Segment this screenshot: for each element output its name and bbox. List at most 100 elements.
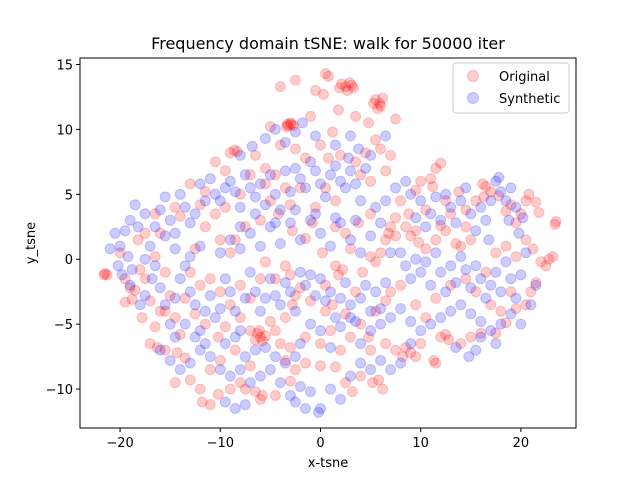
data-point-synthetic-110: [335, 292, 346, 304]
data-point-synthetic-48: [345, 165, 356, 177]
data-point-synthetic-15: [179, 201, 191, 213]
data-point-synthetic-12: [164, 214, 176, 226]
data-point-original-130: [465, 234, 477, 246]
data-point-synthetic-230: [415, 325, 427, 337]
data-point-synthetic-66: [109, 227, 121, 239]
data-point-synthetic-163: [490, 266, 502, 278]
data-point-synthetic-37: [289, 162, 301, 174]
data-point-original-121: [505, 199, 517, 211]
data-point-synthetic-136: [375, 217, 387, 229]
data-point-original-72: [254, 393, 266, 405]
x-tick-label: −20: [106, 436, 133, 451]
data-point-synthetic-246: [234, 221, 246, 233]
data-point-original-231: [345, 331, 356, 343]
data-point-synthetic-98: [274, 299, 286, 311]
data-point-original-284: [527, 243, 539, 255]
data-point-synthetic-51: [360, 162, 372, 174]
data-point-synthetic-154: [445, 260, 457, 272]
data-point-original-15: [334, 82, 345, 94]
data-point-original-248: [264, 195, 276, 207]
data-point-original-166: [365, 175, 377, 187]
data-point-synthetic-54: [310, 130, 321, 142]
data-point-synthetic-134: [355, 247, 367, 259]
data-point-original-254: [184, 178, 196, 190]
data-point-original-181: [239, 221, 251, 233]
data-point-synthetic-238: [495, 318, 507, 330]
data-point-synthetic-157: [460, 264, 472, 276]
data-point-synthetic-248: [269, 217, 281, 229]
data-point-synthetic-196: [517, 212, 529, 224]
data-point-synthetic-185: [465, 208, 477, 220]
data-point-synthetic-216: [229, 403, 241, 414]
data-point-original-119: [515, 208, 527, 220]
data-point-original-214: [212, 331, 224, 343]
data-point-synthetic-199: [164, 355, 176, 366]
data-point-synthetic-44: [325, 169, 336, 181]
data-point-original-235: [380, 295, 392, 307]
data-point-synthetic-20: [204, 173, 216, 185]
data-point-synthetic-187: [475, 201, 487, 213]
data-point-synthetic-106: [315, 273, 326, 285]
data-point-synthetic-203: [204, 351, 216, 363]
data-point-original-142: [385, 221, 397, 233]
data-point-synthetic-122: [234, 243, 246, 255]
data-point-original-176: [284, 199, 296, 211]
data-point-synthetic-253: [370, 201, 382, 213]
data-point-original-56: [144, 338, 156, 350]
data-point-original-282: [510, 251, 522, 263]
data-point-original-99: [443, 334, 455, 346]
data-point-original-32: [350, 110, 362, 122]
data-point-original-138: [410, 225, 422, 237]
data-point-synthetic-160: [475, 273, 487, 285]
data-point-original-76: [279, 355, 291, 366]
data-point-original-192: [224, 299, 236, 311]
data-point-synthetic-173: [503, 214, 515, 226]
data-point-original-24: [320, 68, 331, 80]
data-point-original-52: [119, 296, 131, 308]
data-point-original-37: [253, 325, 265, 337]
data-point-synthetic-151: [430, 247, 442, 259]
series-synthetic: [104, 117, 542, 418]
data-point-synthetic-227: [385, 364, 397, 376]
data-point-original-144: [375, 247, 387, 259]
data-point-synthetic-149: [420, 256, 432, 268]
data-point-original-228: [315, 338, 326, 350]
data-point-original-239: [345, 243, 356, 255]
legend-marker-synthetic: [467, 92, 479, 104]
data-point-original-220: [169, 312, 181, 324]
data-point-original-278: [470, 286, 482, 298]
data-point-original-16: [370, 94, 382, 105]
data-point-synthetic-202: [194, 344, 206, 356]
data-point-original-147: [425, 173, 437, 185]
legend-marker-original: [467, 70, 479, 82]
data-point-original-95: [430, 357, 442, 369]
data-point-original-277: [460, 273, 472, 285]
data-point-original-252: [259, 178, 271, 190]
data-point-original-242: [365, 208, 377, 220]
data-point-original-45: [199, 186, 211, 198]
data-point-synthetic-60: [330, 139, 341, 151]
data-point-original-27: [318, 88, 329, 100]
data-point-original-58: [159, 344, 171, 356]
data-point-synthetic-90: [234, 325, 246, 337]
data-point-synthetic-71: [134, 299, 146, 311]
data-point-original-126: [477, 178, 489, 190]
data-point-original-285: [485, 299, 497, 311]
data-point-synthetic-131: [325, 240, 336, 252]
data-point-synthetic-269: [405, 316, 417, 327]
data-point-original-101: [465, 331, 477, 343]
data-point-original-83: [367, 377, 379, 389]
data-point-original-48: [154, 227, 166, 239]
data-point-synthetic-200: [174, 364, 186, 376]
data-point-original-270: [330, 221, 341, 233]
data-point-original-189: [194, 279, 206, 291]
data-point-original-10: [344, 77, 355, 89]
data-point-synthetic-3: [114, 240, 126, 252]
data-point-synthetic-244: [490, 338, 502, 350]
y-axis: −10 −5 0 5 10 15: [46, 58, 80, 398]
data-point-synthetic-259: [305, 318, 316, 330]
data-point-synthetic-41: [310, 165, 321, 177]
data-point-synthetic-59: [234, 149, 246, 161]
data-point-original-67: [224, 383, 236, 395]
